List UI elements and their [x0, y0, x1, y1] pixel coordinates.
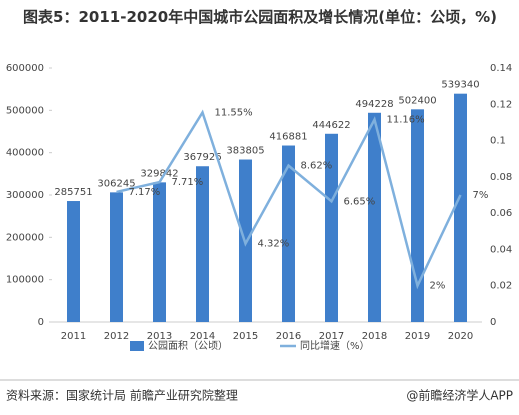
- bar: [368, 112, 381, 322]
- bar-value-label: 539340: [441, 80, 479, 91]
- y2-tick-label: 0.02: [490, 281, 512, 292]
- bar: [196, 166, 209, 322]
- bar: [282, 145, 295, 322]
- x-tick-label: 2015: [233, 331, 258, 342]
- y2-tick-label: 0.08: [490, 172, 512, 183]
- y-tick-label: 500000: [6, 105, 44, 116]
- line-value-label: 2%: [430, 281, 446, 292]
- line-value-label: 7%: [473, 190, 489, 201]
- y-tick-label: 400000: [6, 148, 44, 159]
- line-value-label: 7.71%: [172, 177, 204, 188]
- x-tick-label: 2019: [405, 331, 430, 342]
- y-tick-label: 0: [38, 317, 44, 328]
- y-tick-label: 100000: [6, 275, 44, 286]
- line-value-label: 11.55%: [215, 107, 253, 118]
- legend-swatch: [130, 341, 144, 351]
- bar-value-label: 306245: [97, 178, 135, 189]
- credit: @前瞻经济学人APP: [406, 388, 513, 403]
- x-tick-label: 2014: [190, 331, 215, 342]
- x-tick-label: 2011: [61, 331, 86, 342]
- x-tick-label: 2016: [276, 331, 301, 342]
- bar: [411, 109, 424, 322]
- y-tick-label: 300000: [6, 190, 44, 201]
- bar: [153, 182, 166, 322]
- x-tick-label: 2013: [147, 331, 172, 342]
- line-value-label: 6.65%: [344, 196, 376, 207]
- bar-value-label: 329842: [140, 168, 178, 179]
- legend-label: 公园面积（公顷）: [148, 340, 228, 352]
- line-value-label: 7.17%: [129, 187, 161, 198]
- y2-tick-label: 0.06: [490, 208, 512, 219]
- line-value-label: 8.62%: [301, 161, 333, 172]
- source: 资料来源：国家统计局 前瞻产业研究院整理: [6, 388, 238, 403]
- bar-value-label: 416881: [269, 132, 307, 143]
- y2-tick-label: 0.12: [490, 99, 512, 110]
- bar: [454, 93, 467, 322]
- y2-tick-label: 0.04: [490, 244, 512, 255]
- line-value-label: 11.16%: [387, 115, 425, 126]
- chart-title: 图表5：2011-2020年中国城市公园面积及增长情况(单位：公顷，%): [23, 8, 497, 26]
- y-tick-label: 600000: [6, 63, 44, 74]
- y2-tick-label: 0.1: [490, 136, 506, 147]
- x-tick-label: 2012: [104, 331, 129, 342]
- line-value-label: 4.32%: [258, 239, 290, 250]
- bar-value-label: 444622: [312, 120, 350, 131]
- y2-tick-label: 0.14: [490, 63, 512, 74]
- bar-value-label: 502400: [398, 95, 436, 106]
- y2-tick-label: 0: [490, 317, 496, 328]
- x-tick-label: 2020: [448, 331, 473, 342]
- bar-value-label: 367926: [183, 152, 221, 163]
- x-tick-label: 2017: [319, 331, 344, 342]
- bar: [67, 201, 80, 322]
- bar-value-label: 494228: [355, 99, 393, 110]
- bar-value-label: 383805: [226, 146, 264, 157]
- y-tick-label: 200000: [6, 232, 44, 243]
- bar-value-label: 285751: [54, 187, 92, 198]
- x-tick-label: 2018: [362, 331, 387, 342]
- line: [116, 109, 462, 290]
- bar: [110, 192, 123, 322]
- legend-label: 同比增速（%）: [300, 339, 370, 352]
- bar: [325, 133, 338, 322]
